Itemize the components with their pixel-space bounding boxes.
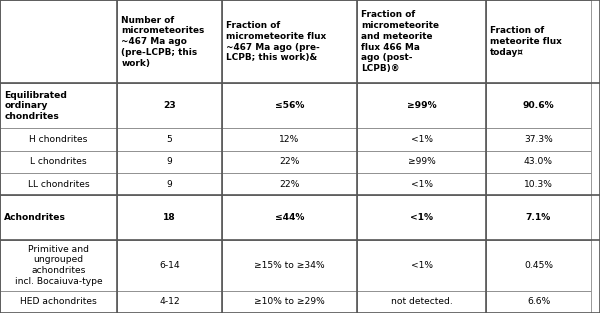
Bar [357, 291, 486, 313]
Text: 7.1%: 7.1% [526, 213, 551, 222]
Bar [0, 151, 117, 173]
Bar [117, 128, 222, 151]
Bar [357, 128, 486, 151]
Text: L chondrites: L chondrites [30, 157, 87, 166]
Bar [0, 240, 117, 291]
Text: 6.6%: 6.6% [527, 297, 550, 306]
Bar [0, 0, 117, 84]
Bar [357, 195, 486, 240]
Text: LL chondrites: LL chondrites [28, 180, 89, 188]
Bar [486, 151, 591, 173]
Text: 18: 18 [163, 213, 176, 222]
Bar [117, 195, 222, 240]
Bar [0, 128, 117, 151]
Text: 90.6%: 90.6% [523, 101, 554, 110]
Text: <1%: <1% [410, 261, 433, 270]
Text: Fraction of
micrometeorite flux
~467 Ma ago (pre-
LCPB; this work)&: Fraction of micrometeorite flux ~467 Ma … [226, 21, 326, 62]
Bar [0, 195, 117, 240]
Text: ≥15% to ≥34%: ≥15% to ≥34% [254, 261, 325, 270]
Text: 43.0%: 43.0% [524, 157, 553, 166]
Text: Primitive and
ungrouped
achondrites
incl. Bocaiuva-type: Primitive and ungrouped achondrites incl… [14, 245, 103, 286]
Text: Achondrites: Achondrites [4, 213, 66, 222]
Text: Equilibrated
ordinary
chondrites: Equilibrated ordinary chondrites [4, 90, 67, 121]
Bar [222, 128, 357, 151]
Text: 23: 23 [163, 101, 176, 110]
Text: <1%: <1% [410, 135, 433, 144]
Text: 4-12: 4-12 [159, 297, 180, 306]
Text: 0.45%: 0.45% [524, 261, 553, 270]
Text: Number of
micrometeorites
~467 Ma ago
(pre-LCPB; this
work): Number of micrometeorites ~467 Ma ago (p… [121, 16, 205, 68]
Text: 5: 5 [167, 135, 172, 144]
Text: 37.3%: 37.3% [524, 135, 553, 144]
Bar [117, 151, 222, 173]
Text: not detected.: not detected. [391, 297, 452, 306]
Bar [486, 195, 591, 240]
Bar [222, 195, 357, 240]
Text: ≥99%: ≥99% [407, 101, 436, 110]
Text: 10.3%: 10.3% [524, 180, 553, 188]
Text: ≥10% to ≥29%: ≥10% to ≥29% [254, 297, 325, 306]
Text: 6-14: 6-14 [159, 261, 180, 270]
Bar [0, 84, 117, 128]
Bar [357, 84, 486, 128]
Text: ≤44%: ≤44% [275, 213, 304, 222]
Text: Fraction of
micrometeorite
and meteorite
flux 466 Ma
ago (post-
LCPB)®: Fraction of micrometeorite and meteorite… [361, 10, 439, 73]
Bar [222, 0, 357, 84]
Text: <1%: <1% [410, 213, 433, 222]
Bar [486, 291, 591, 313]
Bar [357, 240, 486, 291]
Bar [486, 128, 591, 151]
Bar [117, 84, 222, 128]
Bar [222, 240, 357, 291]
Bar [117, 291, 222, 313]
Bar [0, 173, 117, 195]
Text: 22%: 22% [280, 180, 299, 188]
Bar [357, 0, 486, 84]
Bar [357, 173, 486, 195]
Bar [222, 151, 357, 173]
Bar [357, 151, 486, 173]
Text: Fraction of
meteorite flux
today¤: Fraction of meteorite flux today¤ [490, 27, 562, 57]
Text: ≥99%: ≥99% [407, 157, 436, 166]
Bar [486, 0, 591, 84]
Bar [117, 173, 222, 195]
Bar [486, 84, 591, 128]
Bar [222, 84, 357, 128]
Text: ≤56%: ≤56% [275, 101, 304, 110]
Bar [486, 240, 591, 291]
Bar [222, 291, 357, 313]
Bar [0, 291, 117, 313]
Text: HED achondrites: HED achondrites [20, 297, 97, 306]
Text: 22%: 22% [280, 157, 299, 166]
Bar [117, 0, 222, 84]
Text: <1%: <1% [410, 180, 433, 188]
Bar [117, 240, 222, 291]
Text: H chondrites: H chondrites [29, 135, 88, 144]
Bar [486, 173, 591, 195]
Text: 12%: 12% [280, 135, 299, 144]
Text: 9: 9 [167, 157, 172, 166]
Bar [222, 173, 357, 195]
Text: 9: 9 [167, 180, 172, 188]
